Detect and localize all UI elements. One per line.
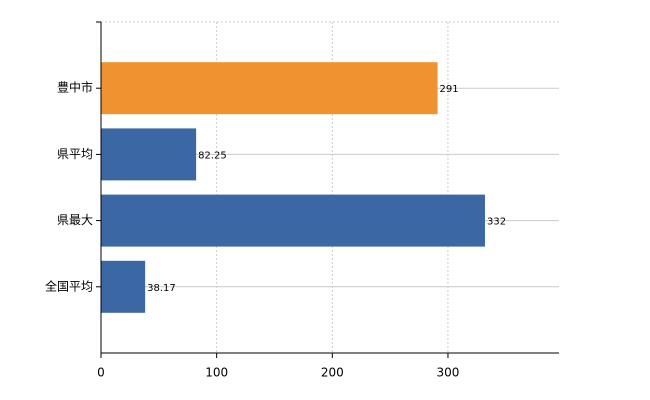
value-label: 82.25 xyxy=(198,150,227,161)
x-tick-label: 100 xyxy=(205,366,228,380)
y-tick-label: 全国平均 xyxy=(45,278,93,293)
x-tick-label: 0 xyxy=(97,366,105,380)
value-label: 38.17 xyxy=(147,283,176,294)
bar xyxy=(101,62,438,115)
y-tick-label: 県最大 xyxy=(57,213,93,227)
x-tick-label: 300 xyxy=(437,366,460,380)
y-tick-label: 県平均 xyxy=(57,147,93,161)
bar xyxy=(101,128,197,181)
y-tick-label: 豊中市 xyxy=(57,80,93,95)
value-label: 332 xyxy=(487,217,506,228)
bar xyxy=(101,194,485,247)
x-tick-label: 200 xyxy=(321,366,344,380)
bar xyxy=(101,260,146,313)
value-label: 291 xyxy=(440,84,459,95)
